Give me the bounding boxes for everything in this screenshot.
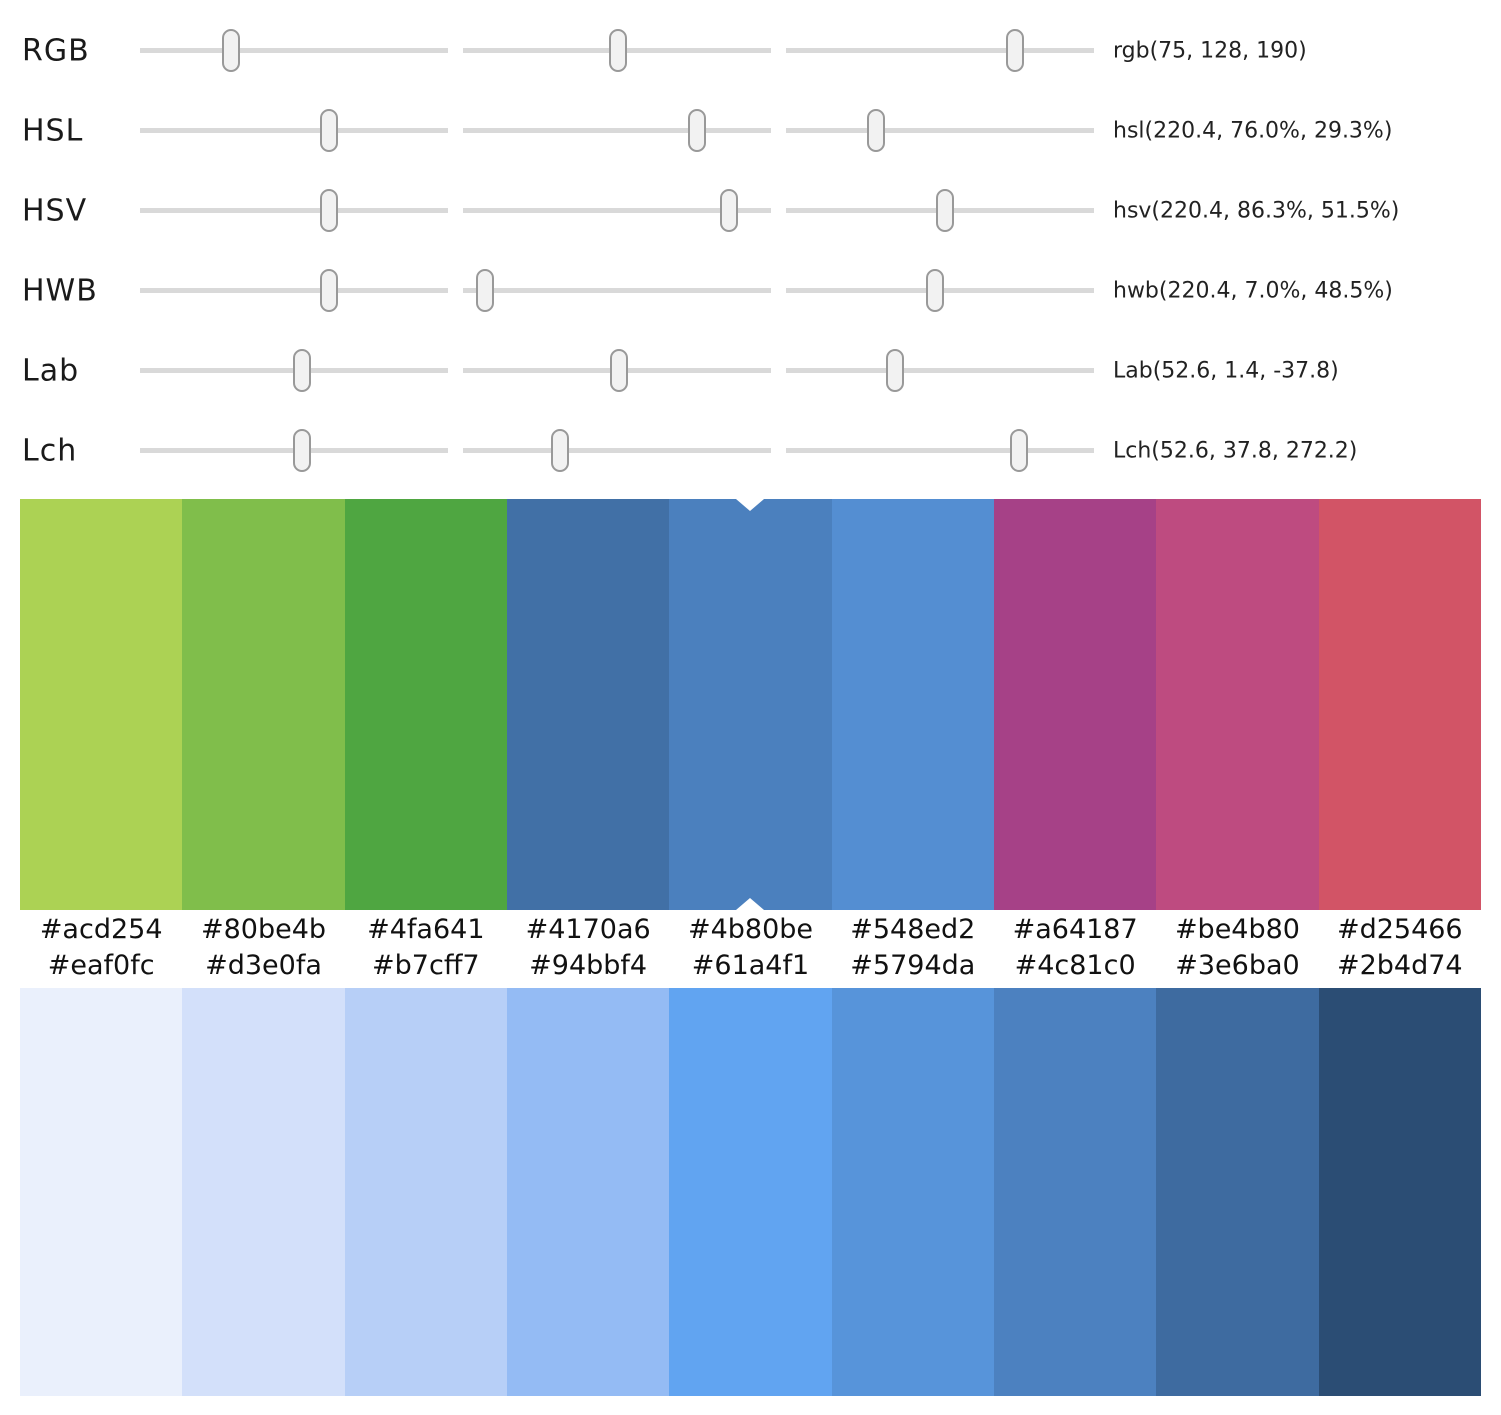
slider-thumb[interactable] [319,109,338,152]
slider-track[interactable] [463,29,771,72]
palette-swatch[interactable] [993,499,1157,910]
slider-track[interactable] [140,189,448,232]
hex-label: #acd254 [39,914,163,945]
slider-track[interactable] [786,269,1094,312]
hex-label: #b7cff7 [372,950,480,981]
palette-swatch[interactable] [20,988,183,1396]
palette-swatch[interactable] [831,499,994,910]
hue-palette [20,499,1481,910]
hex-label: #eaf0fc [47,950,155,981]
slider-row-lab: Lab Lab(52.6, 1.4, -37.8) [0,341,1501,401]
hex-label: #2b4d74 [1336,950,1463,981]
palette-swatch[interactable] [182,988,345,1396]
slider-track[interactable] [463,269,771,312]
hex-label: #4fa641 [367,914,485,945]
palette-swatch[interactable] [344,988,507,1396]
slider-thumb[interactable] [293,349,311,392]
slider-thumb[interactable] [221,29,240,72]
palette-swatch[interactable] [669,499,832,910]
hex-label: #4b80be [687,914,813,945]
slider-row-label: RGB [22,33,90,69]
slider-track[interactable] [140,269,448,312]
hex-label: #3e6ba0 [1175,950,1300,981]
palette-swatch[interactable] [506,988,670,1396]
palette-swatch[interactable] [182,499,345,910]
slider-thumb[interactable] [935,189,954,232]
slider-thumb[interactable] [608,29,627,72]
selected-swatch-marker-top [736,499,765,511]
hex-label: #80be4b [200,914,327,945]
slider-track[interactable] [463,109,771,152]
slider-thumb[interactable] [609,349,628,392]
slider-thumb[interactable] [719,189,738,232]
slider-row-hsl: HSL hsl(220.4, 76.0%, 29.3%) [0,101,1501,161]
slider-track[interactable] [786,29,1094,72]
hex-label: #d25466 [1336,914,1463,945]
color-value-text: Lch(52.6, 37.8, 272.2) [1113,438,1358,464]
slider-thumb[interactable] [293,429,311,472]
hex-label: #4c81c0 [1014,950,1136,981]
tint-hex-labels: #eaf0fc #d3e0fa #b7cff7 #94bbf4 #61a4f1 #5794… [20,946,1481,988]
slider-row-hsv: HSV hsv(220.4, 86.3%, 51.5%) [0,181,1501,241]
hex-label: #94bbf4 [529,950,648,981]
hex-label: #548ed2 [850,914,976,945]
hex-label: #4170a6 [525,914,651,945]
slider-track[interactable] [140,429,448,472]
slider-thumb[interactable] [475,269,494,312]
slider-track[interactable] [786,189,1094,232]
slider-row-label: Lch [22,433,78,469]
selected-swatch-marker-bottom [736,898,765,910]
slider-track[interactable] [786,109,1094,152]
slider-row-label: HWB [22,273,98,309]
slider-track[interactable] [786,349,1094,392]
slider-row-rgb: RGB rgb(75, 128, 190) [0,21,1501,81]
slider-row-label: HSL [22,113,84,149]
hex-label: #a64187 [1012,914,1138,945]
slider-track[interactable] [463,349,771,392]
palette-swatch[interactable] [1318,499,1481,910]
hue-hex-labels: #acd254 #80be4b #4fa641 #4170a6 #4b80be #548e… [20,910,1481,948]
slider-row-lch: Lch Lch(52.6, 37.8, 272.2) [0,421,1501,481]
slider-row-label: HSV [22,193,88,229]
palette-swatch[interactable] [1156,988,1319,1396]
slider-row-label: Lab [22,353,80,389]
palette-swatch[interactable] [20,499,183,910]
slider-track[interactable] [140,29,448,72]
slider-track[interactable] [463,429,771,472]
palette-swatch[interactable] [506,499,670,910]
slider-thumb[interactable] [1009,429,1028,472]
slider-track[interactable] [463,189,771,232]
slider-thumb[interactable] [319,269,338,312]
palette-swatch[interactable] [344,499,507,910]
slider-thumb[interactable] [885,349,904,392]
slider-thumb[interactable] [1006,29,1025,72]
palette-swatch[interactable] [1318,988,1481,1396]
slider-track[interactable] [786,429,1094,472]
slider-thumb[interactable] [926,269,945,312]
hex-label: #d3e0fa [205,950,322,981]
slider-thumb[interactable] [688,109,707,152]
color-value-text: hsv(220.4, 86.3%, 51.5%) [1113,198,1400,224]
color-value-text: rgb(75, 128, 190) [1113,38,1307,64]
palette-swatch[interactable] [831,988,994,1396]
palette-swatch[interactable] [993,988,1157,1396]
slider-thumb[interactable] [551,429,570,472]
color-value-text: hwb(220.4, 7.0%, 48.5%) [1113,278,1393,304]
hex-label: #be4b80 [1174,914,1300,945]
hex-label: #61a4f1 [691,950,810,981]
hex-label: #5794da [850,950,976,981]
color-value-text: Lab(52.6, 1.4, -37.8) [1113,358,1339,384]
slider-thumb[interactable] [867,109,886,152]
tint-palette [20,988,1481,1396]
palette-swatch[interactable] [1156,499,1319,910]
slider-thumb[interactable] [319,189,338,232]
color-value-text: hsl(220.4, 76.0%, 29.3%) [1113,118,1393,144]
slider-track[interactable] [140,349,448,392]
slider-track[interactable] [140,109,448,152]
slider-row-hwb: HWB hwb(220.4, 7.0%, 48.5%) [0,261,1501,321]
palette-swatch[interactable] [669,988,832,1396]
